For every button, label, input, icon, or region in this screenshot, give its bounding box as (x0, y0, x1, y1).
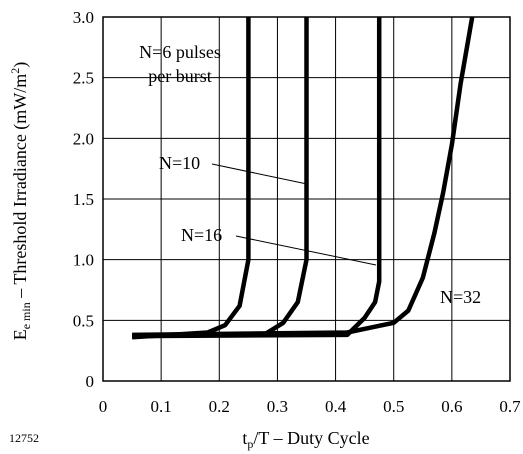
annotation-n16-label: N=16 (181, 225, 222, 245)
annotation-n32: N=32 (440, 287, 481, 307)
annotation-n6-line2: per burst (148, 66, 211, 86)
y-axis-label-tail: ) (10, 62, 31, 68)
annotation-n6-line1: N=6 pulses (139, 42, 221, 62)
y-axis-label-sub: e min (19, 302, 33, 329)
y-axis-label-main: E (10, 329, 30, 340)
figure-id: 12752 (9, 431, 39, 445)
annotation-n10: N=10 (159, 153, 308, 185)
y-tick-label-2: 1.0 (73, 251, 94, 270)
x-axis-label-sub: p (247, 437, 253, 451)
y-tick-label-5: 2.5 (73, 69, 94, 88)
x-tick-label-4: 0.4 (325, 397, 347, 416)
x-tick-label-0: 0 (99, 397, 108, 416)
x-axis-label: tp/T – Duty Cycle (242, 428, 369, 451)
x-tick-label-6: 0.6 (441, 397, 462, 416)
annotation-n10-label: N=10 (159, 153, 200, 173)
x-tick-label-7: 0.7 (499, 397, 521, 416)
x-tick-label-1: 0.1 (151, 397, 172, 416)
y-tick-label-3: 1.5 (73, 190, 94, 209)
y-tick-labels: 0 0.5 1.0 1.5 2.0 2.5 3.0 (73, 8, 94, 391)
x-axis-label-rest: /T – Duty Cycle (253, 428, 369, 448)
y-axis-label-sup: 2 (8, 68, 22, 74)
annotation-n6: N=6 pulses per burst (139, 42, 221, 86)
x-axis-label-main: t (242, 428, 247, 448)
annotation-n10-leader (211, 163, 308, 185)
y-tick-label-4: 2.0 (73, 129, 94, 148)
y-tick-label-0: 0 (86, 372, 95, 391)
x-tick-label-2: 0.2 (209, 397, 230, 416)
plot-frame (102, 16, 511, 382)
y-axis-label-rest: – Threshold Irradiance (mW/m (10, 74, 31, 303)
annotation-n16-leader (235, 235, 377, 266)
annotation-n16: N=16 (181, 225, 377, 266)
x-tick-label-3: 0.3 (267, 397, 288, 416)
series-line-n32 (132, 16, 475, 338)
annotation-n32-label: N=32 (440, 287, 481, 307)
series-line-n16 (132, 17, 382, 339)
series-lines (131, 16, 475, 340)
y-tick-label-6: 3.0 (73, 8, 94, 27)
x-tick-label-5: 0.5 (383, 397, 404, 416)
y-tick-label-1: 0.5 (73, 311, 94, 330)
y-axis-label: Ee min – Threshold Irradiance (mW/m2) (8, 62, 33, 341)
x-tick-labels: 0 0.1 0.2 0.3 0.4 0.5 0.6 0.7 (99, 397, 521, 416)
